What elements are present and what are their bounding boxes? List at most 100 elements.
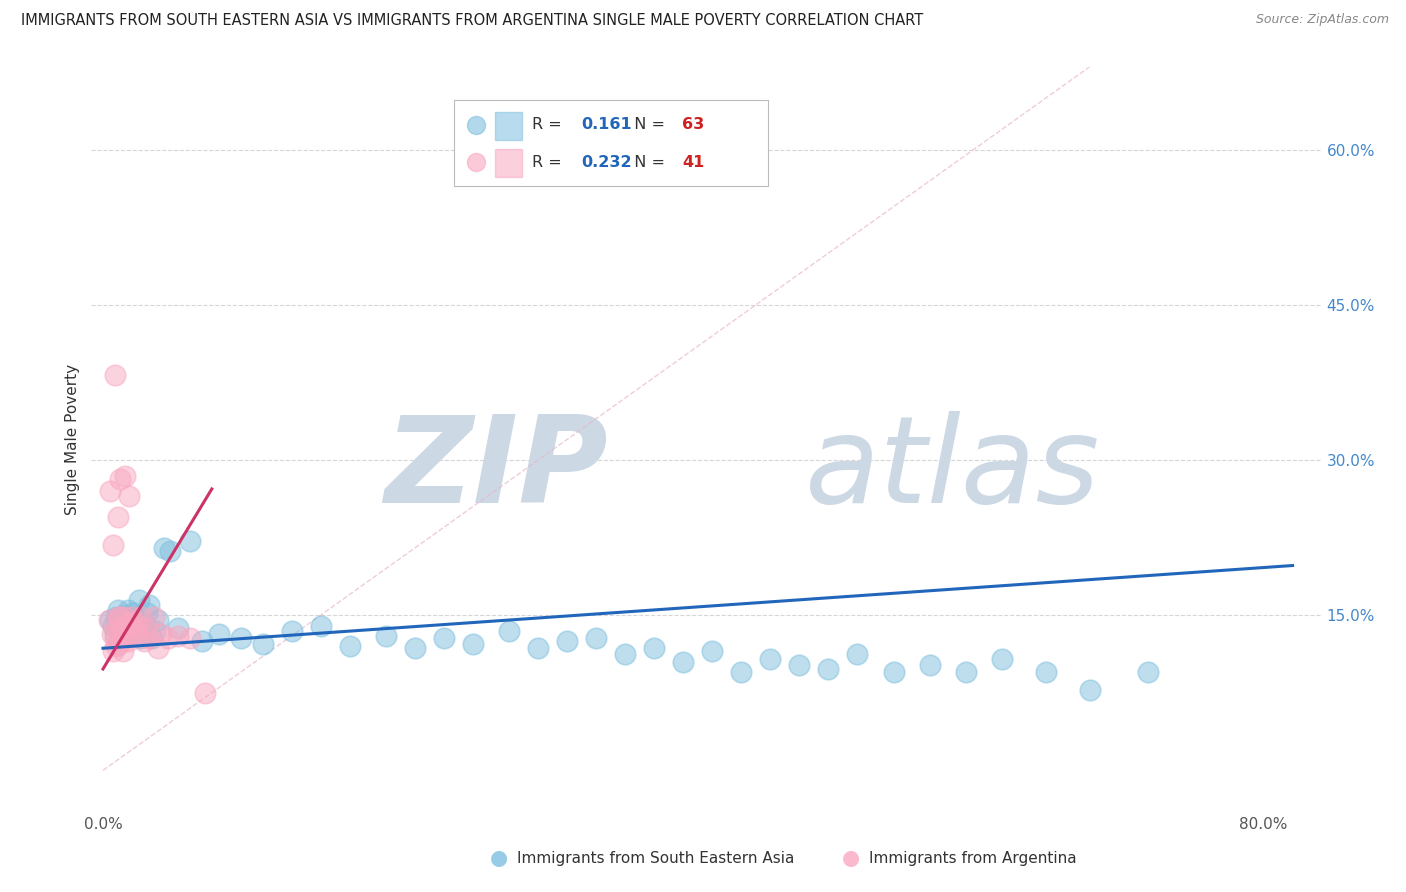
- Point: [138, 631, 160, 645]
- Point: [461, 637, 484, 651]
- Point: [107, 603, 129, 617]
- Point: [339, 639, 361, 653]
- Point: [98, 483, 121, 498]
- Point: [498, 624, 520, 638]
- Point: [555, 634, 578, 648]
- Point: [167, 621, 190, 635]
- Point: [146, 613, 169, 627]
- Point: [110, 472, 132, 486]
- Point: [101, 644, 124, 658]
- Point: [159, 544, 181, 558]
- Point: [104, 631, 127, 645]
- Point: [122, 606, 145, 620]
- Point: [129, 631, 152, 645]
- Text: Source: ZipAtlas.com: Source: ZipAtlas.com: [1256, 13, 1389, 27]
- Point: [527, 641, 550, 656]
- Point: [114, 468, 136, 483]
- Point: [643, 641, 665, 656]
- Point: [193, 686, 215, 700]
- Point: [115, 621, 138, 635]
- Point: [1035, 665, 1057, 679]
- Point: [114, 608, 136, 623]
- Point: [955, 665, 977, 679]
- Point: [108, 624, 131, 638]
- Point: [672, 655, 695, 669]
- Point: [101, 538, 124, 552]
- Point: [179, 631, 201, 645]
- Text: atlas: atlas: [804, 410, 1101, 527]
- Text: R =: R =: [531, 118, 567, 133]
- Point: [124, 629, 146, 643]
- Point: [179, 533, 201, 548]
- Point: [132, 616, 155, 631]
- Point: [104, 368, 127, 383]
- Text: Immigrants from Argentina: Immigrants from Argentina: [869, 851, 1077, 865]
- Text: ●: ●: [491, 848, 508, 868]
- Point: [104, 627, 127, 641]
- Point: [115, 621, 138, 635]
- Point: [132, 634, 155, 648]
- Point: [208, 627, 231, 641]
- Bar: [495, 149, 522, 178]
- Point: [143, 624, 166, 638]
- Point: [121, 610, 143, 624]
- Point: [918, 657, 941, 672]
- Text: 63: 63: [682, 118, 704, 133]
- Text: N =: N =: [624, 154, 671, 169]
- Point: [108, 637, 131, 651]
- Point: [120, 610, 142, 624]
- Text: Immigrants from South Eastern Asia: Immigrants from South Eastern Asia: [517, 851, 794, 865]
- Text: 0.161: 0.161: [581, 118, 631, 133]
- Point: [374, 629, 396, 643]
- Text: IMMIGRANTS FROM SOUTH EASTERN ASIA VS IMMIGRANTS FROM ARGENTINA SINGLE MALE POVE: IMMIGRANTS FROM SOUTH EASTERN ASIA VS IM…: [21, 13, 924, 29]
- Point: [100, 627, 122, 641]
- Point: [125, 613, 148, 627]
- Point: [122, 621, 145, 635]
- Point: [789, 657, 811, 672]
- Point: [142, 610, 165, 624]
- Y-axis label: Single Male Poverty: Single Male Poverty: [65, 364, 80, 515]
- Point: [114, 610, 136, 624]
- Point: [138, 598, 160, 612]
- Point: [111, 631, 134, 645]
- Point: [107, 509, 129, 524]
- Point: [118, 627, 141, 641]
- Point: [883, 665, 905, 679]
- Point: [117, 603, 139, 617]
- Point: [153, 541, 176, 555]
- Point: [252, 637, 274, 651]
- Point: [135, 621, 157, 635]
- Point: [991, 651, 1014, 665]
- Point: [105, 610, 128, 624]
- Point: [702, 644, 724, 658]
- Point: [101, 618, 124, 632]
- Text: N =: N =: [624, 118, 671, 133]
- Point: [127, 621, 149, 635]
- Point: [1078, 682, 1101, 697]
- Point: [117, 634, 139, 648]
- Point: [111, 629, 134, 643]
- Point: [114, 615, 136, 630]
- Text: ●: ●: [842, 848, 859, 868]
- Point: [110, 610, 132, 624]
- Point: [190, 634, 212, 648]
- Point: [110, 616, 132, 631]
- Point: [98, 613, 121, 627]
- Point: [118, 489, 141, 503]
- Point: [730, 665, 752, 679]
- Point: [127, 621, 149, 635]
- Text: ZIP: ZIP: [384, 410, 607, 527]
- Point: [128, 592, 150, 607]
- Point: [108, 621, 131, 635]
- Point: [309, 618, 332, 632]
- Point: [614, 648, 637, 662]
- Point: [167, 629, 190, 643]
- Point: [105, 639, 128, 653]
- Text: 41: 41: [682, 154, 704, 169]
- Bar: [495, 112, 522, 140]
- Point: [157, 631, 180, 645]
- Point: [124, 616, 146, 631]
- Point: [1136, 665, 1159, 679]
- Point: [107, 610, 129, 624]
- Point: [115, 631, 138, 645]
